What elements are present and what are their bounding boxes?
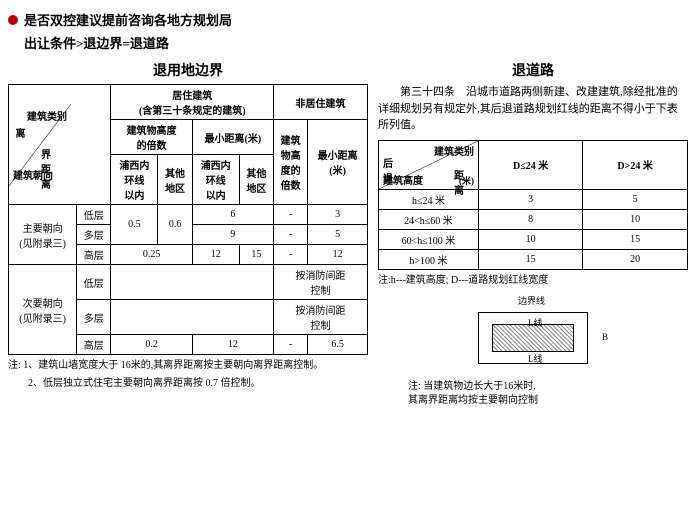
right-title: 退道路: [378, 60, 688, 80]
header-line-1: 是否双控建议提前咨询各地方规划局: [8, 10, 692, 29]
right-table: 建筑类别 后 退 距 离 建筑高度 (米) D≤24 米 D>24 米 h≤24…: [378, 140, 688, 270]
table-row: h>100 米 15 20: [379, 249, 688, 269]
right-note-key: 注:h---建筑高度; D---道路规划红线宽度: [378, 274, 688, 288]
right-para: 第三十四条 沿城市道路两侧新建、改建建筑,除经批准的详细规划另有规定外,其后退道…: [378, 84, 688, 134]
bullet-icon: [8, 15, 18, 25]
left-suba: 浦西内 环线 以内: [111, 155, 158, 205]
left-subc: 浦西内 环线 以内: [192, 155, 239, 205]
right-col1: D≤24 米: [479, 140, 583, 189]
left-colgroup2: 非居住建筑: [273, 85, 367, 120]
right-note-bottom: 注: 当建筑物边长大于16米时, 其离界距离均按主要朝向控制: [378, 380, 688, 408]
left-sub3: 建筑 物高 度的 倍数: [273, 120, 307, 205]
header-text-2: 出让条件>退边界=退道路: [24, 33, 692, 52]
table-row: 24<h≤60 米 8 10: [379, 209, 688, 229]
left-column: 退用地边界 建筑类别 离 界 距 离 建筑朝向 居住建筑 (含第三十条规定的建筑…: [8, 60, 368, 408]
left-sub4: 最小距离 (米): [308, 120, 368, 205]
table-row: 次要朝向 (见附录三) 低层 按消防间距 控制: [9, 265, 368, 300]
right-column: 退道路 第三十四条 沿城市道路两侧新建、改建建筑,除经批准的详细规划另有规定外,…: [378, 60, 688, 408]
left-diag-header: 建筑类别 离 界 距 离 建筑朝向: [9, 104, 71, 186]
left-note-2: 2、低层独立式住宅主要朝向离界距离按 0.7 倍控制。: [8, 377, 368, 391]
left-table: 建筑类别 离 界 距 离 建筑朝向 居住建筑 (含第三十条规定的建筑) 非居住建…: [8, 84, 368, 355]
table-row: h≤24 米 3 5: [379, 189, 688, 209]
left-sub2: 最小距离(米): [192, 120, 273, 155]
right-diag-header: 建筑类别 后 退 距 离 建筑高度 (米): [379, 141, 478, 189]
left-title: 退用地边界: [8, 60, 368, 80]
right-col2: D>24 米: [583, 140, 688, 189]
left-note-1: 注: 1、建筑山墙宽度大于 16米的,其离界距离按主要朝向离界距离控制。: [8, 359, 368, 373]
left-subd: 其他 地区: [239, 155, 273, 205]
left-subb: 其他 地区: [158, 155, 192, 205]
table-row: 主要朝向 (见附录三) 低层 0.5 0.6 6 - 3: [9, 205, 368, 225]
table-row: 60<h≤100 米 10 15: [379, 229, 688, 249]
left-sub1: 建筑物高度 的倍数: [111, 120, 192, 155]
left-colgroup1: 居住建筑 (含第三十条规定的建筑): [111, 85, 274, 120]
setback-diagram: 边界线 L线 L线 B: [458, 294, 608, 374]
header-text-1: 是否双控建议提前咨询各地方规划局: [24, 10, 232, 29]
